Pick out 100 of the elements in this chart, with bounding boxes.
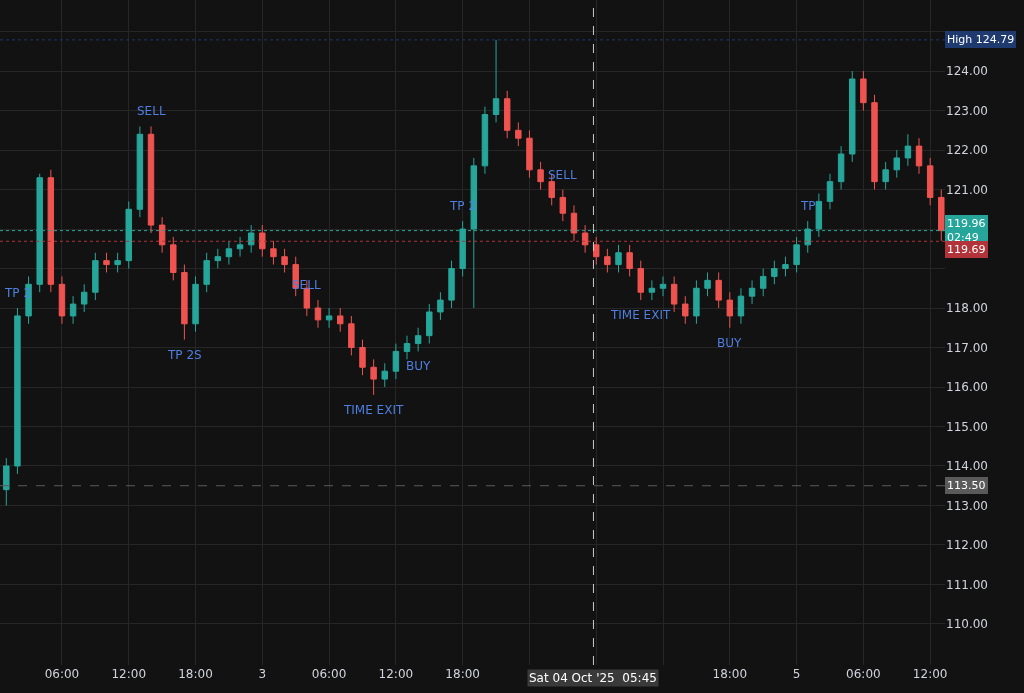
- candlestick: [403, 335, 411, 360]
- candlestick: [693, 279, 700, 325]
- candlestick: [682, 295, 689, 325]
- candlestick: [170, 236, 177, 281]
- candlestick: [637, 260, 644, 301]
- candlestick: [214, 248, 222, 270]
- candlestick: [904, 133, 912, 167]
- x-tick-label: 5: [792, 667, 801, 681]
- candlestick: [515, 121, 522, 147]
- candlestick: [737, 287, 745, 325]
- candlestick: [593, 236, 600, 266]
- x-tick-label: 18:00: [178, 667, 213, 681]
- candlestick: [92, 252, 99, 301]
- candlestick: [893, 149, 900, 179]
- candlestick: [782, 256, 789, 277]
- ref-line-label: 119.96 02:49: [947, 217, 986, 245]
- candlestick: [938, 189, 945, 242]
- annotation: TP 2S: [167, 348, 202, 362]
- candlestick: [181, 264, 188, 341]
- candlestick: [748, 279, 756, 305]
- candlestick: [103, 252, 110, 273]
- y-tick-label: 122.00: [946, 143, 988, 158]
- annotation: TIME EXIT: [343, 403, 404, 417]
- candlestick: [615, 244, 622, 273]
- y-tick-label: 117.00: [946, 340, 988, 355]
- y-tick-label: 124.00: [946, 64, 988, 79]
- annotation: BUY: [717, 336, 743, 350]
- candlestick: [81, 283, 88, 313]
- x-tick-label: 18:00: [712, 667, 748, 681]
- annotation: SELL: [548, 168, 577, 182]
- candlestick: [648, 279, 656, 301]
- candlestick: [503, 90, 511, 139]
- ref-line-label: Sat 04 Oct '25 05:45: [529, 671, 657, 685]
- ref-line-label: 119.69: [947, 243, 986, 256]
- candlestick: [337, 307, 344, 333]
- x-tick-label: 06:00: [44, 667, 80, 681]
- y-tick-label: 112.00: [946, 538, 988, 553]
- candlestick: [437, 291, 444, 321]
- candlestick: [192, 275, 199, 333]
- annotation: BUY: [406, 359, 432, 373]
- annotation: TIME EXIT: [610, 308, 671, 322]
- candlestick: [659, 275, 667, 297]
- candlestick: [3, 457, 10, 506]
- x-tick-label: 12:00: [378, 667, 414, 681]
- candlestick: [259, 224, 266, 258]
- candlestick: [69, 295, 77, 325]
- y-tick-label: 113.00: [946, 498, 988, 513]
- candlestick: [793, 236, 800, 273]
- candlestick: [448, 260, 455, 309]
- candlestick: [225, 240, 233, 266]
- ref-line-label: 113.50: [947, 479, 986, 492]
- candlestick: [203, 252, 210, 293]
- annotation: TP: [800, 199, 816, 213]
- candlestick: [926, 157, 934, 206]
- candlestick: [136, 125, 144, 218]
- candlestick: [281, 248, 288, 273]
- candlestick: [348, 315, 355, 356]
- candlestick: [147, 125, 155, 234]
- candlestick: [559, 189, 567, 222]
- y-tick-label: 123.00: [946, 103, 988, 118]
- x-tick-label: 12:00: [912, 667, 948, 681]
- x-tick-label: 3: [258, 667, 267, 681]
- candlestick: [915, 137, 923, 175]
- candlestick: [704, 271, 711, 297]
- ref-line-label: High 124.79: [947, 33, 1015, 46]
- candlestick: [670, 275, 678, 313]
- candlestick: [314, 299, 322, 329]
- candlestick: [14, 307, 21, 475]
- candlestick: [325, 307, 333, 329]
- candlestick: [849, 70, 856, 163]
- candlestick: [481, 106, 489, 175]
- candlestick: [882, 161, 889, 191]
- candlestick: [537, 161, 544, 191]
- candlestick: [759, 268, 767, 297]
- candlestick: [58, 275, 66, 325]
- candlestick: [837, 145, 845, 191]
- candlestick: [726, 291, 734, 329]
- candlestick: [570, 204, 578, 242]
- candlestick: [370, 358, 377, 396]
- candlestick: [771, 260, 778, 285]
- y-tick-label: 110.00: [946, 617, 988, 632]
- annotation: SELL: [137, 104, 166, 118]
- candlestick: [492, 39, 500, 123]
- candlestick: [604, 248, 611, 273]
- x-tick-label: 12:00: [111, 667, 147, 681]
- candlestick: [860, 70, 867, 112]
- x-tick-label: 06:00: [846, 667, 881, 681]
- candlestick: [826, 173, 834, 210]
- candlestick: [414, 327, 422, 352]
- candlestick: [392, 343, 400, 380]
- candlestick: [426, 303, 433, 345]
- candlestick: [871, 94, 878, 191]
- candlestick: [47, 169, 55, 293]
- y-tick-label: 118.00: [946, 301, 988, 316]
- candlestick: [236, 236, 244, 258]
- y-tick-label: 116.00: [946, 380, 988, 395]
- x-tick-label: 06:00: [311, 667, 347, 681]
- candlestick: [381, 362, 388, 388]
- candlestick: [114, 252, 121, 273]
- candlestick: [158, 216, 166, 254]
